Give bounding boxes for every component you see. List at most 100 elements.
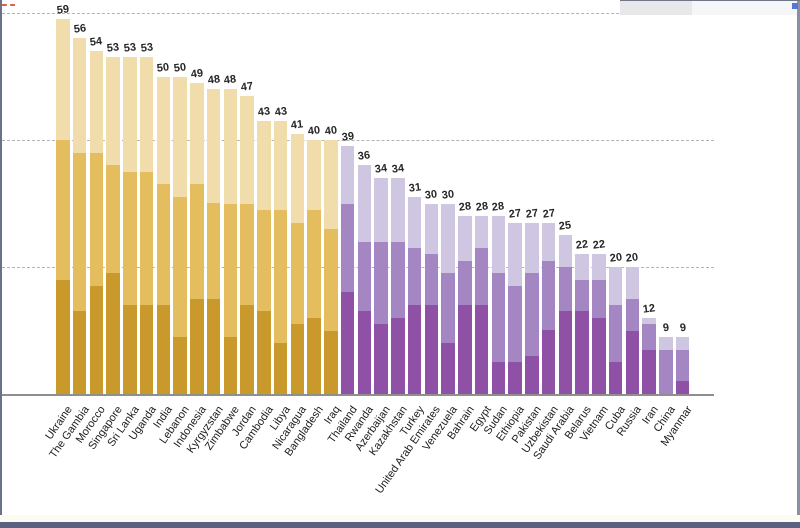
segment-dark-venezuela — [441, 343, 455, 394]
segment-dark-vietnam — [592, 317, 606, 394]
value-label-rwanda: 36 — [357, 149, 372, 164]
segment-medium-singapore — [106, 165, 120, 274]
bar-russia — [625, 267, 639, 394]
bar-venezuela — [441, 203, 455, 394]
segment-medium-the-gambia — [72, 152, 87, 312]
bar-sri-lanka — [123, 57, 137, 394]
segment-dark-sri-lanka — [123, 305, 137, 394]
segment-medium-myanmar — [675, 349, 690, 382]
bar-united-arab-emirates — [424, 203, 438, 394]
toolbar-fragment-light — [692, 1, 797, 15]
segment-light-iran — [642, 317, 656, 325]
segment-light-turkey — [407, 197, 422, 248]
value-label-iran: 12 — [642, 302, 656, 316]
segment-dark-united-arab-emirates — [424, 305, 438, 394]
segment-medium-kazakhstan — [391, 241, 405, 318]
segment-dark-indonesia — [190, 298, 204, 394]
bar-turkey — [407, 197, 422, 394]
value-label-thailand: 39 — [340, 130, 355, 145]
segment-medium-cambodia — [257, 209, 271, 312]
bar-india — [156, 76, 170, 394]
segment-medium-ethiopia — [508, 286, 522, 363]
segment-light-russia — [625, 267, 639, 299]
value-label-russia: 20 — [625, 251, 640, 265]
bar-pakistan — [525, 222, 539, 394]
segment-medium-saudi-arabia — [558, 267, 572, 312]
value-label-the-gambia: 56 — [72, 22, 87, 37]
segment-dark-russia — [625, 330, 639, 394]
bar-egypt — [474, 216, 489, 394]
segment-light-uganda — [139, 57, 154, 172]
segment-dark-ukraine — [56, 279, 70, 394]
segment-medium-lebanon — [173, 197, 187, 337]
segment-dark-turkey — [407, 305, 422, 394]
value-label-uganda: 53 — [139, 41, 154, 56]
segment-light-thailand — [340, 146, 355, 204]
bar-china — [659, 336, 673, 394]
value-label-myanmar: 9 — [678, 321, 687, 335]
segment-medium-venezuela — [441, 273, 455, 344]
bar-kazakhstan — [391, 178, 405, 394]
bottom-cream-strip — [0, 515, 800, 522]
bar-uganda — [139, 57, 154, 394]
segment-medium-sri-lanka — [123, 171, 137, 306]
bar-lebanon — [173, 76, 187, 394]
segment-light-jordan — [240, 95, 254, 204]
segment-medium-ukraine — [56, 140, 70, 280]
segment-dark-bahrain — [458, 305, 472, 394]
segment-light-the-gambia — [72, 38, 87, 153]
segment-light-belarus — [575, 254, 589, 280]
value-label-libya: 43 — [273, 105, 288, 119]
segment-light-sri-lanka — [123, 57, 137, 172]
segment-dark-nicaragua — [290, 324, 304, 394]
segment-light-india — [156, 76, 170, 185]
bar-thailand — [340, 146, 355, 394]
segment-dark-uzbekistan — [541, 330, 556, 394]
bar-jordan — [240, 95, 254, 394]
segment-medium-sudan — [491, 273, 505, 363]
bar-uzbekistan — [541, 222, 556, 394]
scrollbar-arrow-icon[interactable] — [792, 3, 798, 9]
segment-dark-libya — [273, 343, 288, 394]
segment-dark-sudan — [491, 362, 505, 394]
gridline-60 — [2, 13, 714, 14]
segment-dark-rwanda — [357, 311, 371, 394]
segment-medium-thailand — [340, 203, 355, 293]
x-axis-line — [2, 394, 714, 396]
segment-light-vietnam — [592, 254, 606, 280]
bar-the-gambia — [72, 38, 87, 394]
segment-light-saudi-arabia — [558, 235, 572, 268]
segment-light-singapore — [106, 57, 120, 166]
bar-sudan — [491, 216, 505, 394]
segment-medium-uganda — [139, 171, 154, 306]
segment-medium-kyrgyzstan — [206, 203, 221, 299]
segment-light-zimbabwe — [223, 89, 237, 204]
segment-light-lebanon — [173, 76, 187, 198]
segment-medium-cuba — [608, 305, 623, 363]
segment-dark-bangladesh — [307, 317, 321, 394]
bar-ethiopia — [508, 222, 522, 394]
segment-medium-bahrain — [458, 260, 472, 306]
segment-light-pakistan — [525, 222, 539, 274]
segment-light-bahrain — [458, 216, 472, 261]
segment-dark-cuba — [608, 362, 623, 394]
segment-light-kyrgyzstan — [206, 89, 221, 204]
bar-azerbaijan — [374, 178, 388, 394]
segment-medium-libya — [273, 209, 288, 344]
segment-light-egypt — [474, 216, 489, 248]
segment-medium-turkey — [407, 247, 422, 306]
segment-medium-united-arab-emirates — [424, 254, 438, 306]
bar-morocco — [89, 51, 103, 394]
value-label-kazakhstan: 34 — [390, 162, 405, 176]
bar-bahrain — [458, 216, 472, 394]
value-label-vietnam: 22 — [591, 238, 606, 252]
segment-medium-iraq — [324, 228, 338, 331]
segment-light-uzbekistan — [541, 222, 556, 261]
segment-light-nicaragua — [290, 133, 304, 223]
bar-nicaragua — [290, 133, 304, 394]
bar-kyrgyzstan — [206, 89, 221, 394]
segment-medium-belarus — [575, 279, 589, 312]
segment-light-rwanda — [357, 165, 371, 242]
